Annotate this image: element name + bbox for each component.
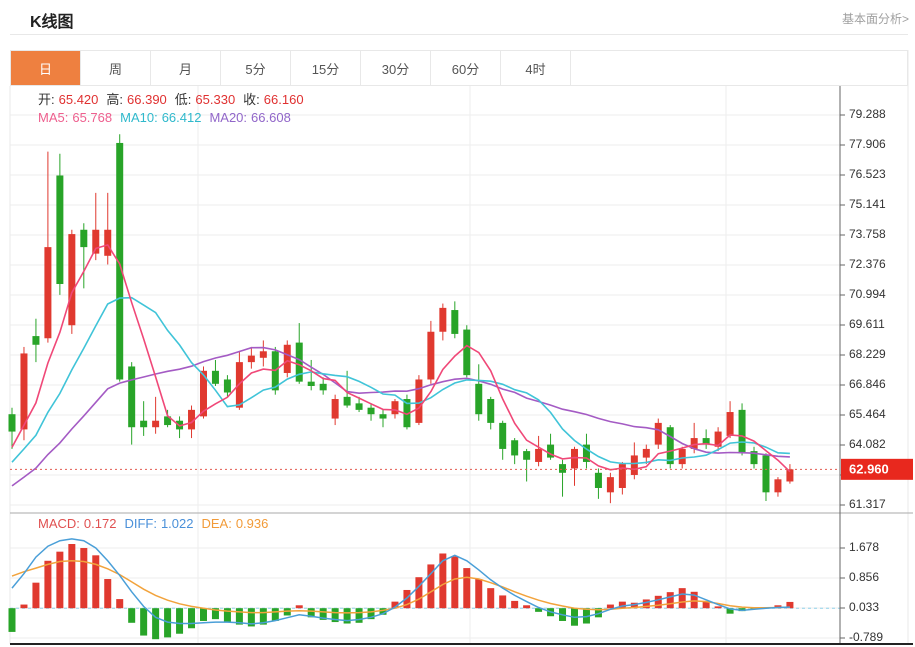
tab-5分[interactable]: 5分	[221, 51, 291, 85]
candles-layer	[8, 134, 794, 504]
ohlc-legend: 开: 65.420 高: 66.390 低: 65.330 收: 66.160	[38, 89, 312, 108]
svg-text:64.082: 64.082	[849, 437, 886, 451]
title-separator	[10, 34, 908, 35]
timeframe-tabbar: 日周月 5分 15分 30分 60分 4时	[10, 50, 908, 86]
svg-text:0.033: 0.033	[849, 600, 879, 614]
dea-line	[11, 560, 790, 614]
svg-text:75.141: 75.141	[849, 197, 886, 211]
tab-60分[interactable]: 60分	[431, 51, 501, 85]
legend-item: DEA: 0.936	[201, 516, 269, 531]
svg-text:72.376: 72.376	[849, 257, 886, 271]
tab-30分[interactable]: 30分	[361, 51, 431, 85]
tab-日[interactable]: 日	[11, 51, 81, 85]
svg-text:70.994: 70.994	[849, 287, 886, 301]
svg-text:66.846: 66.846	[849, 377, 886, 391]
fundamental-analysis-link[interactable]: 基本面分析>	[841, 12, 909, 26]
svg-text:-0.789: -0.789	[849, 630, 883, 644]
svg-text:73.758: 73.758	[849, 227, 886, 241]
svg-text:65.464: 65.464	[849, 407, 886, 421]
svg-text:1.678: 1.678	[849, 540, 879, 554]
ma20-line	[11, 346, 790, 487]
legend-item: MA20: 66.608	[209, 110, 291, 125]
current-price-badge: 62.960	[841, 458, 913, 480]
svg-text:76.523: 76.523	[849, 167, 886, 181]
svg-text:62.960: 62.960	[849, 461, 889, 476]
tab-月[interactable]: 月	[151, 51, 221, 85]
legend-item: 收: 66.160	[243, 92, 304, 107]
svg-text:61.317: 61.317	[849, 497, 886, 511]
legend-item: MA5: 65.768	[38, 110, 113, 125]
macd-layer	[8, 544, 794, 640]
legend-item: DIFF: 1.022	[124, 516, 194, 531]
legend-item: 低: 65.330	[174, 92, 236, 107]
svg-text:77.906: 77.906	[849, 137, 886, 151]
tab-周[interactable]: 周	[81, 51, 151, 85]
ma-legend: MA5: 65.768 MA10: 66.412 MA20: 66.608	[38, 110, 299, 125]
diff-line	[11, 538, 790, 625]
ma10-line	[11, 296, 790, 465]
svg-text:79.288: 79.288	[849, 107, 886, 121]
svg-text:69.611: 69.611	[849, 317, 885, 331]
legend-item: MACD: 0.172	[38, 516, 117, 531]
page-title: K线图	[30, 14, 74, 31]
legend-item: MA10: 66.412	[120, 110, 202, 125]
macd-legend: MACD: 0.172 DIFF: 1.022 DEA: 0.936	[38, 516, 276, 531]
legend-item: 高: 66.390	[106, 92, 167, 107]
ma5-line	[11, 243, 791, 473]
tab-15分[interactable]: 15分	[291, 51, 361, 85]
legend-item: 开: 65.420	[38, 92, 99, 107]
svg-text:0.856: 0.856	[849, 570, 879, 584]
tab-4时[interactable]: 4时	[501, 51, 571, 85]
main-price-grid	[10, 114, 840, 506]
svg-text:68.229: 68.229	[849, 347, 886, 361]
